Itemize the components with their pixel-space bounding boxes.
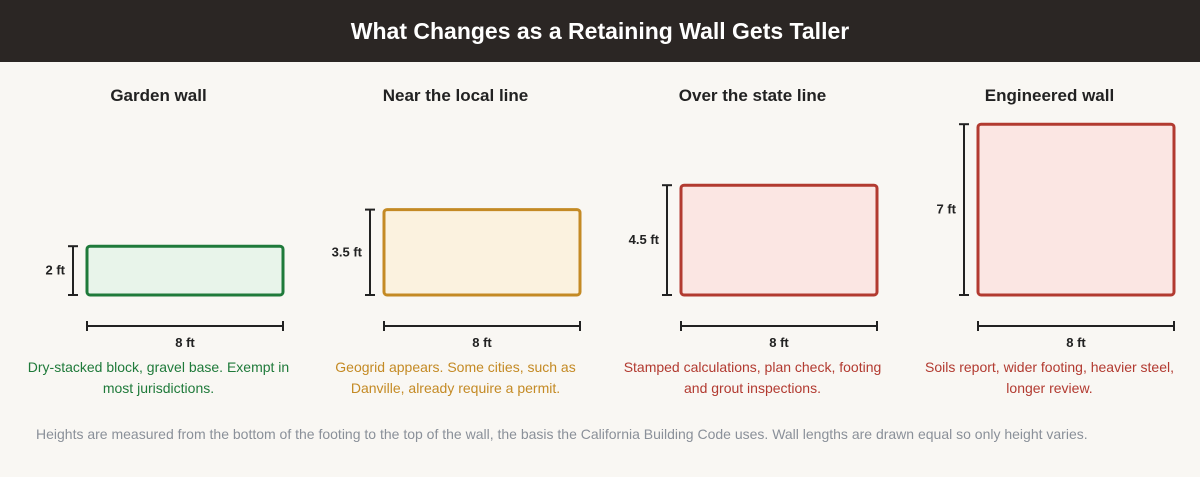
wall-rect [85,244,285,297]
panel-title: Over the state line [678,86,827,105]
wall-diagram: 7 ft 8 ft [937,122,1176,350]
height-label: 4.5 ft [629,232,660,247]
panel-description: Dry-stacked block, gravel base. Exempt i… [27,359,290,396]
panel-description: Geogrid appears. Some cities, such as Da… [335,359,576,396]
panel-title: Near the local line [382,86,529,105]
length-label: 8 ft [769,335,789,350]
panel-description: Soils report, wider footing, heavier ste… [924,359,1174,396]
length-label: 8 ft [1066,335,1086,350]
height-label: 2 ft [46,263,66,278]
wall-panel: Garden wall 2 ft 8 ft Dry-stacked block, gr… [10,62,307,412]
wall-rect [679,183,879,297]
wall-diagram: 2 ft 8 ft [46,244,285,350]
height-label: 3.5 ft [332,244,363,259]
wall-rect [976,122,1176,297]
panel-title: Engineered wall [984,86,1115,105]
wall-panel: Engineered wall 7 ft 8 ft Soils report, wid… [901,62,1198,412]
panel-title: Garden wall [110,86,207,105]
length-label: 8 ft [472,335,492,350]
height-label: 7 ft [937,202,957,217]
title-bar: What Changes as a Retaining Wall Gets Ta… [0,0,1200,62]
panel-description: Stamped calculations, plan check, footin… [623,359,882,396]
wall-panel: Near the local line 3.5 ft 8 ft Geogrid app… [307,62,604,412]
footnote: Heights are measured from the bottom of … [36,426,1088,442]
wall-diagram: 4.5 ft 8 ft [629,183,879,350]
length-label: 8 ft [175,335,195,350]
wall-diagram: 3.5 ft 8 ft [332,208,582,350]
wall-panel: Over the state line 4.5 ft 8 ft Stamped cal… [604,62,901,412]
page-title: What Changes as a Retaining Wall Gets Ta… [350,17,850,44]
wall-rect [382,208,582,297]
